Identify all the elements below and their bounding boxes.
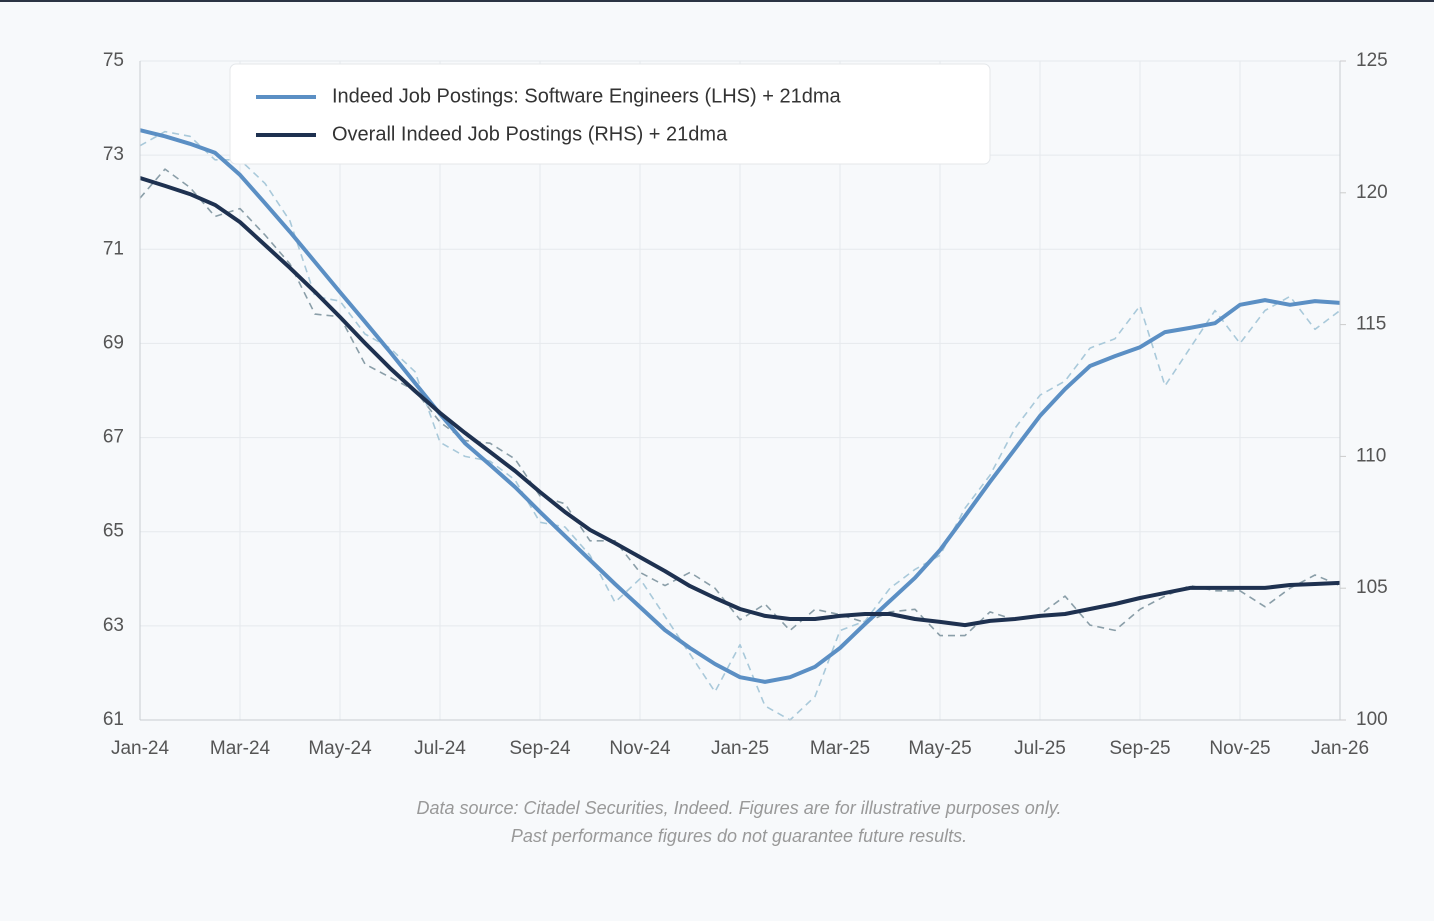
x-tick-label: May-25 (908, 738, 971, 759)
footnote: Past performance figures do not guarante… (511, 826, 967, 846)
x-tick-label: Jan-24 (111, 738, 170, 759)
x-tick-label: Jan-26 (1311, 738, 1369, 759)
y-tick-label: 61 (103, 709, 124, 730)
y2-tick-label: 105 (1356, 577, 1388, 598)
legend: Indeed Job Postings: Software Engineers … (229, 63, 991, 165)
x-tick-label: Nov-24 (609, 738, 671, 759)
grid (139, 60, 1341, 721)
x-tick-label: Mar-24 (210, 738, 271, 759)
y2-tick-label: 125 (1356, 50, 1388, 71)
y-tick-label: 71 (103, 238, 124, 259)
x-tick-label: Jul-25 (1014, 738, 1066, 759)
x-tick-label: Mar-25 (810, 738, 870, 759)
y-tick-label: 65 (103, 521, 124, 542)
top-border (0, 0, 1434, 2)
series-line (139, 176, 1341, 628)
x-tick-label: Nov-25 (1209, 738, 1270, 759)
y2-tick-label: 110 (1356, 445, 1386, 466)
x-tick-label: Sep-25 (1109, 738, 1170, 759)
x-tick-label: Sep-24 (509, 738, 571, 759)
y-tick-label: 73 (103, 144, 124, 165)
x-tick-label: Jan-25 (711, 738, 769, 759)
y-tick-label: 63 (103, 615, 124, 636)
y-tick-label: 69 (103, 332, 124, 353)
lines (139, 128, 1341, 721)
y-tick-label: 67 (103, 427, 124, 448)
legend-label: Overall Indeed Job Postings (RHS) + 21dm… (332, 123, 728, 145)
x-tick-label: May-24 (308, 738, 372, 759)
footnote: Data source: Citadel Securities, Indeed.… (417, 798, 1062, 818)
y-tick-label: 75 (103, 50, 124, 71)
raw-line (139, 130, 1341, 721)
legend-label: Indeed Job Postings: Software Engineers … (332, 85, 842, 107)
axes: 61 63 65 67 69 71 73 75 100 105 110 115 120 125 Jan-24… (103, 50, 1388, 759)
x-tick-label: Jul-24 (414, 738, 466, 759)
series-line (139, 128, 1341, 684)
y2-tick-label: 115 (1356, 314, 1386, 335)
y2-tick-label: 100 (1356, 709, 1388, 730)
legend-box (229, 63, 991, 165)
y2-tick-label: 120 (1356, 182, 1388, 203)
